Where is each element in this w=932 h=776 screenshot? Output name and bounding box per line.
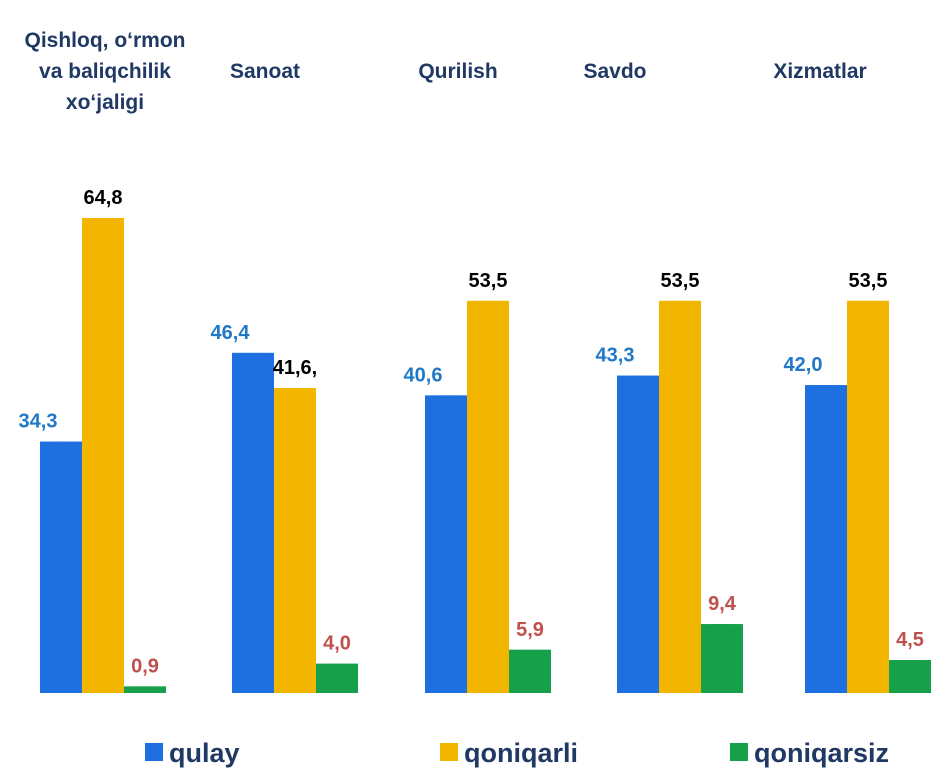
bar-shine — [805, 385, 847, 693]
category-label: Savdo — [583, 59, 647, 83]
bar-shine — [124, 686, 166, 693]
bar-shine — [40, 441, 82, 693]
value-label: 53,5 — [849, 270, 888, 292]
value-label: 34,3 — [19, 411, 58, 433]
value-label: 43,3 — [596, 345, 635, 367]
legend-label: qoniqarli — [464, 738, 578, 768]
value-label: 9,4 — [708, 593, 737, 615]
value-label: 53,5 — [661, 270, 700, 292]
category-label: Sanoat — [229, 59, 300, 83]
category-label: Qurilish — [418, 59, 498, 83]
legend-swatch-shine — [145, 743, 163, 761]
category-label: Xizmatlar — [773, 59, 867, 83]
value-label: 46,4 — [211, 322, 251, 344]
bar-shine — [232, 352, 274, 693]
bar-shine — [889, 660, 931, 693]
bar-shine — [701, 624, 743, 693]
value-label: 5,9 — [516, 619, 544, 641]
bar-shine — [509, 649, 551, 693]
bar-shine — [467, 300, 509, 693]
value-label: 4,0 — [323, 633, 351, 655]
bar-shine — [274, 388, 316, 693]
legend-swatch-shine — [440, 743, 458, 761]
value-label: 53,5 — [469, 270, 508, 292]
category-label: Qishloq, o‘rmon va baliqchilik xo‘jaligi — [24, 28, 186, 114]
bar-shine — [82, 218, 124, 693]
bar-shine — [425, 395, 467, 693]
value-label: 42,0 — [784, 354, 823, 376]
legend-label: qulay — [169, 738, 240, 768]
bar-shine — [847, 300, 889, 693]
value-label: 0,9 — [131, 655, 159, 677]
value-label: 41,6, — [273, 357, 317, 379]
bar-shine — [659, 300, 701, 693]
legend-label: qoniqarsiz — [754, 738, 889, 768]
value-label: 4,5 — [896, 629, 924, 651]
value-label: 64,8 — [84, 187, 123, 209]
legend-swatch-shine — [730, 743, 748, 761]
bar-shine — [316, 663, 358, 693]
value-label: 40,6 — [404, 364, 443, 386]
bar-shine — [617, 375, 659, 693]
